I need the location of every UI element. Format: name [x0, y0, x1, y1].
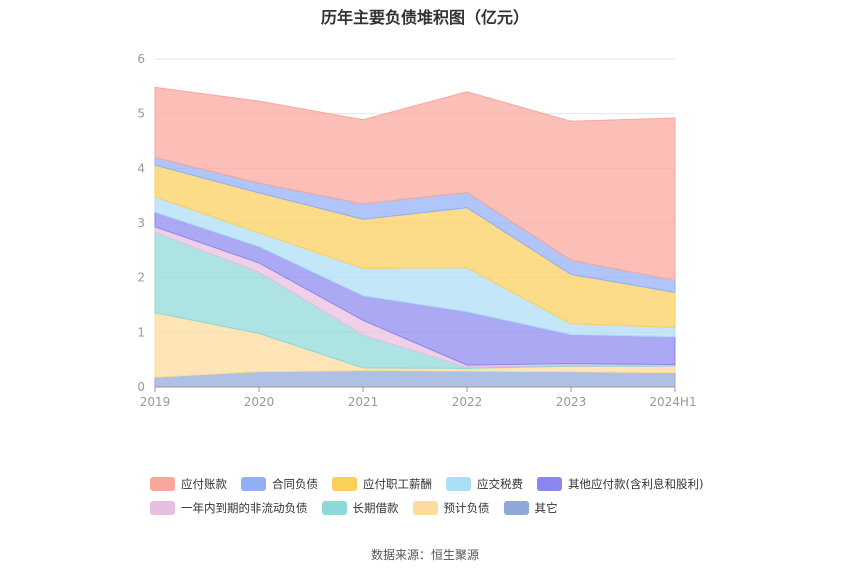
- legend-label: 应付职工薪酬: [363, 477, 432, 491]
- legend-label: 应交税费: [477, 477, 523, 491]
- area-series-layer: [154, 86, 676, 388]
- legend-label: 长期借款: [352, 501, 399, 515]
- legend-item[interactable]: 应交税费: [446, 476, 523, 492]
- legend-row: 一年内到期的非流动负债 长期借款 预计负债 其它: [150, 496, 730, 520]
- legend-label: 应付账款: [181, 477, 227, 491]
- legend-label: 合同负债: [272, 477, 318, 491]
- y-tick-label: 1: [137, 325, 145, 339]
- legend-swatch: [150, 477, 175, 491]
- legend-label: 一年内到期的非流动负债: [181, 501, 308, 515]
- x-tick-label: 2023: [556, 395, 587, 409]
- legend-swatch: [321, 501, 347, 515]
- chart-title: 历年主要负债堆积图（亿元）: [320, 8, 529, 27]
- legend-item[interactable]: 预计负债: [412, 500, 490, 516]
- legend-swatch: [537, 477, 562, 491]
- data-source-note: 数据来源：恒生聚源: [370, 548, 479, 562]
- x-tick-label: 2022: [452, 395, 483, 409]
- legend-item[interactable]: 应付账款: [150, 476, 227, 492]
- area-series-8: [154, 86, 676, 282]
- legend-item[interactable]: 合同负债: [241, 476, 318, 492]
- y-tick-label: 5: [137, 107, 145, 121]
- legend-item[interactable]: 其它: [503, 500, 558, 516]
- y-tick-label: 6: [137, 52, 145, 66]
- x-tick-label: 2021: [348, 395, 379, 409]
- legend-item[interactable]: 应付职工薪酬: [332, 476, 432, 492]
- x-tick-label: 2020: [244, 395, 275, 409]
- y-tick-label: 0: [137, 380, 145, 394]
- legend-swatch: [503, 501, 529, 515]
- legend-item[interactable]: 一年内到期的非流动负债: [150, 500, 308, 516]
- legend-label: 预计负债: [443, 501, 490, 515]
- legend-label: 其它: [534, 501, 558, 515]
- legend-swatch: [412, 501, 438, 515]
- legend-swatch: [150, 501, 175, 515]
- legend-item[interactable]: 其他应付款(含利息和股利): [537, 476, 703, 492]
- y-tick-label: 3: [137, 216, 145, 230]
- legend-swatch: [241, 477, 266, 491]
- legend-swatch: [446, 477, 471, 491]
- legend-swatch: [332, 477, 357, 491]
- legend-row: 应付账款 合同负债 应付职工薪酬 应交税费 其他应付款(含利息和股利): [150, 472, 730, 496]
- axes: 0 1 2 3 4 5 6 2019 2020 2021 2022 2023 2024H1: [137, 52, 696, 409]
- legend: 应付账款 合同负债 应付职工薪酬 应交税费 其他应付款(含利息和股利) 一年内到期的非流动…: [150, 472, 730, 520]
- y-tick-label: 4: [137, 161, 145, 175]
- y-tick-label: 2: [137, 271, 145, 285]
- x-tick-label: 2024H1: [649, 395, 696, 409]
- x-tick-label: 2019: [140, 395, 171, 409]
- legend-label: 其他应付款(含利息和股利): [568, 477, 704, 491]
- legend-item[interactable]: 长期借款: [321, 500, 399, 516]
